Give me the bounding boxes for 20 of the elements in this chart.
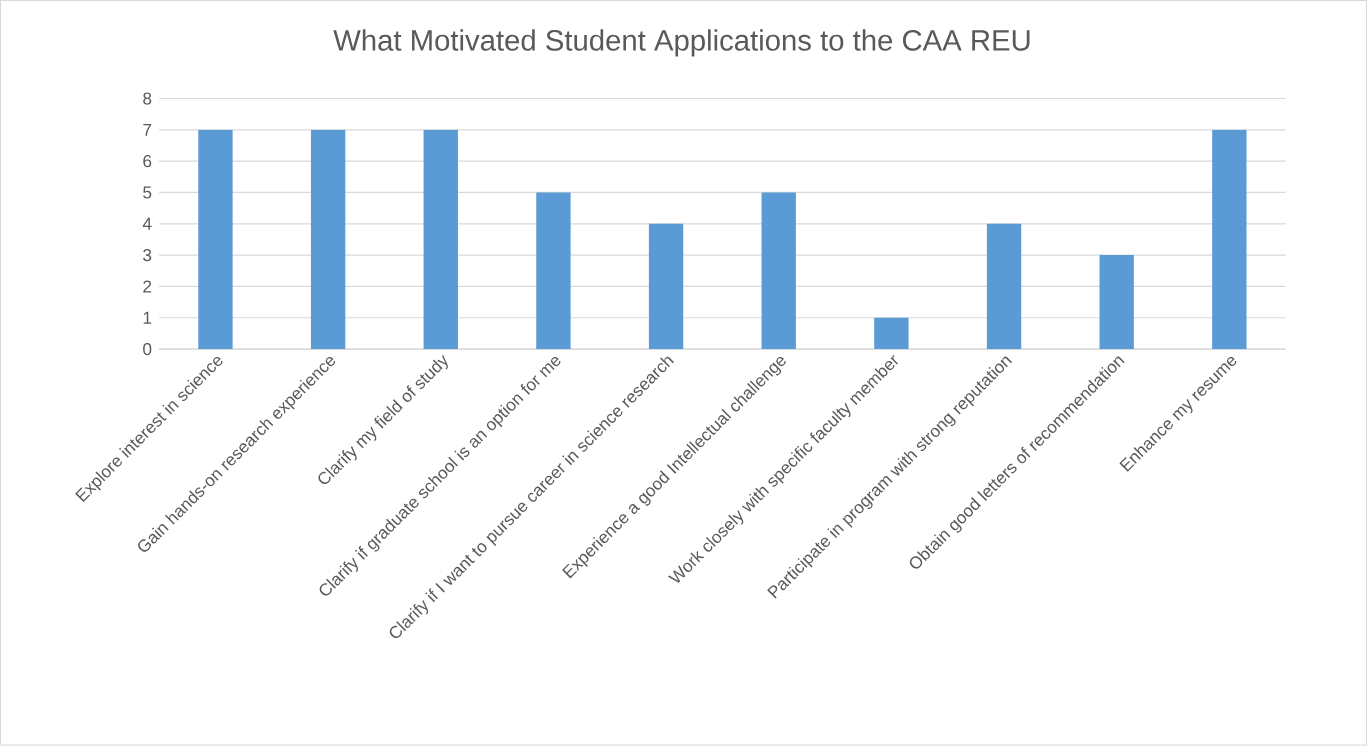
y-tick-label: 8 [143, 92, 152, 105]
bar [986, 223, 1022, 350]
bar [536, 192, 571, 350]
bar [648, 223, 684, 350]
bar [761, 192, 796, 350]
y-tick-label: 2 [143, 280, 152, 293]
y-tick-label: 1 [143, 312, 152, 324]
bar [310, 130, 346, 350]
bar [874, 317, 909, 350]
y-tick-label: 4 [142, 218, 152, 230]
bar [423, 130, 458, 350]
bar [1099, 255, 1134, 350]
y-tick-label: 7 [143, 124, 152, 136]
y-tick-label: 6 [143, 155, 152, 168]
bar [198, 130, 233, 350]
y-tick-label: 3 [143, 249, 152, 262]
y-tick-label: 0 [143, 343, 152, 356]
y-tick-label: 5 [143, 186, 152, 199]
bar [1212, 130, 1247, 350]
chart-title: What Motivated Student Applications to the CAA REU [333, 29, 1030, 57]
